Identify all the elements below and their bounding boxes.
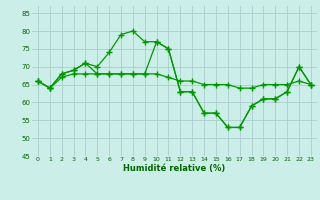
X-axis label: Humidité relative (%): Humidité relative (%) <box>123 164 226 173</box>
